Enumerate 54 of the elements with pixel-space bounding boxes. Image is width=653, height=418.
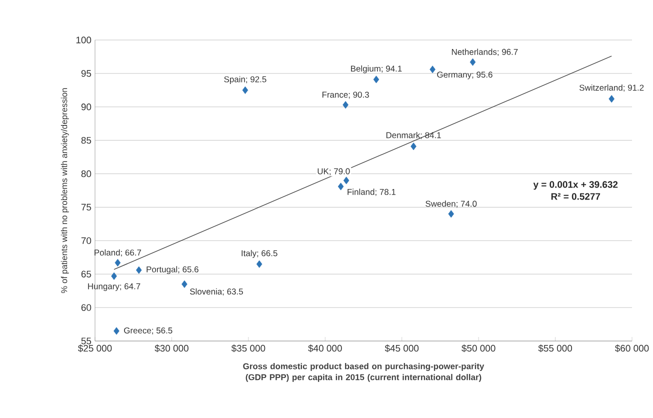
point [114, 327, 120, 335]
y-tick-label: 75 [81, 204, 92, 211]
point [182, 280, 188, 288]
data-label: France; 90.3 [322, 92, 369, 99]
data-label: Finland; 78.1 [348, 188, 396, 196]
y-tick-label: 85 [81, 136, 92, 144]
point [410, 142, 416, 150]
data-label: Greece; 56.5 [124, 327, 172, 334]
y-tick-label: 60 [81, 304, 92, 311]
y-tick-label: 55 [81, 338, 92, 344]
point [338, 182, 344, 190]
point [256, 260, 262, 268]
data-label: Portugal; 65.6 [146, 266, 198, 274]
x-tick-label: $55 000 [538, 344, 572, 352]
point [470, 58, 476, 66]
annotation: R² = 0.5277 [551, 193, 600, 200]
y-tick-label: 95 [81, 70, 92, 77]
x-tick-label: $60 000 [615, 344, 649, 352]
x-tick-label: $25 000 [78, 344, 112, 352]
data-label: Switzerland; 91.2 [580, 84, 644, 92]
x-tick-label: $50 000 [462, 344, 496, 352]
y-tick-label: 65 [81, 270, 92, 278]
point [608, 95, 614, 103]
y-tick-label: 100 [76, 36, 92, 44]
data-label: Hungary; 64.7 [88, 283, 140, 291]
annotation: y = 0.001x + 39.632 [533, 181, 618, 190]
data-label: Spain; 92.5 [224, 76, 266, 84]
point [114, 258, 121, 267]
x-tick-label: $40 000 [308, 344, 342, 352]
x-axis-title: Gross domestic product based on purchasing-power-parity (GDP PPP) per capita in 2015 (current international dollar) [243, 363, 484, 382]
y-axis-title: % of patients with no problems with anxiety/depression [60, 88, 69, 294]
data-label: Italy; 66.5 [242, 250, 278, 258]
data-label: Denmark; 84.1 [386, 132, 441, 140]
data-label: Netherlands; 96.7 [452, 48, 518, 56]
x-tick-label: $30 000 [154, 344, 188, 352]
y-tick-label: 80 [81, 170, 92, 178]
point [242, 86, 248, 94]
point [448, 210, 454, 218]
data-label: Belgium; 94.1 [351, 65, 402, 74]
point [111, 272, 117, 280]
data-label: Slovenia; 63.5 [190, 288, 243, 296]
data-label: UK; 79.0 [318, 168, 350, 176]
point [430, 66, 436, 74]
x-tick-label: $45 000 [384, 344, 419, 352]
point [136, 266, 142, 274]
data-label: Poland; 66.7 [94, 249, 142, 257]
y-tick-label: 90 [81, 104, 92, 110]
point [373, 76, 380, 84]
data-label: Germany; 95.6 [437, 72, 492, 80]
y-tick-label: 70 [81, 237, 92, 244]
data-label: Sweden; 74.0 [426, 200, 477, 208]
point [342, 101, 348, 109]
x-tick-label: $35 000 [231, 344, 266, 352]
point [343, 176, 350, 184]
